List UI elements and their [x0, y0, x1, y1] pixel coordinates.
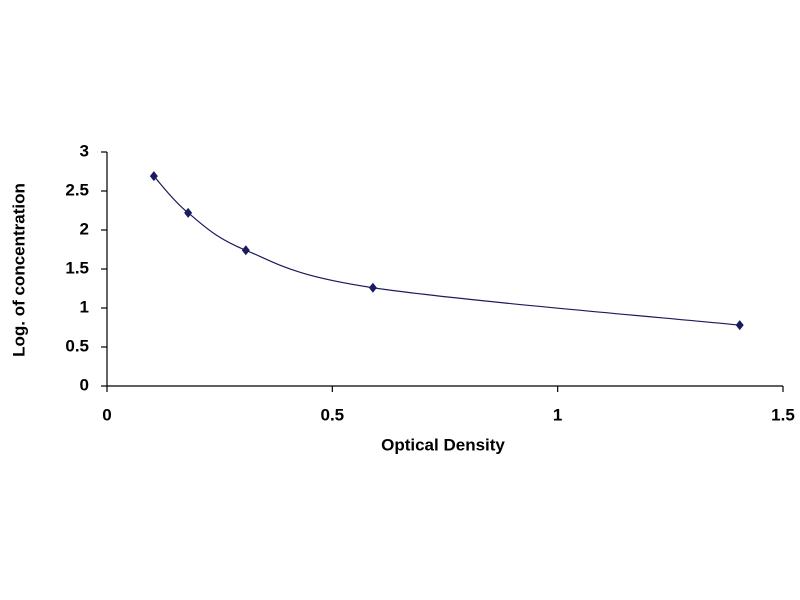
y-tick-label: 2.5: [65, 180, 89, 199]
y-tick-label: 0: [80, 375, 89, 394]
x-tick-label: 0.5: [321, 405, 345, 424]
data-point: [735, 320, 744, 331]
x-tick-label: 1.5: [771, 405, 795, 424]
data-point: [184, 207, 193, 218]
y-tick-label: 0.5: [65, 336, 89, 355]
data-point: [368, 282, 377, 293]
y-tick-label: 3: [80, 141, 89, 160]
y-axis-label: Log. of concentration: [9, 183, 28, 357]
y-tick-label: 1: [80, 297, 89, 316]
y-tick-label: 2: [80, 219, 89, 238]
x-tick-label: 1: [553, 405, 562, 424]
data-point: [149, 171, 158, 182]
data-point: [241, 245, 250, 256]
x-tick-label: 0: [102, 405, 111, 424]
y-tick-label: 1.5: [65, 258, 89, 277]
x-axis-label: Optical Density: [381, 435, 505, 454]
